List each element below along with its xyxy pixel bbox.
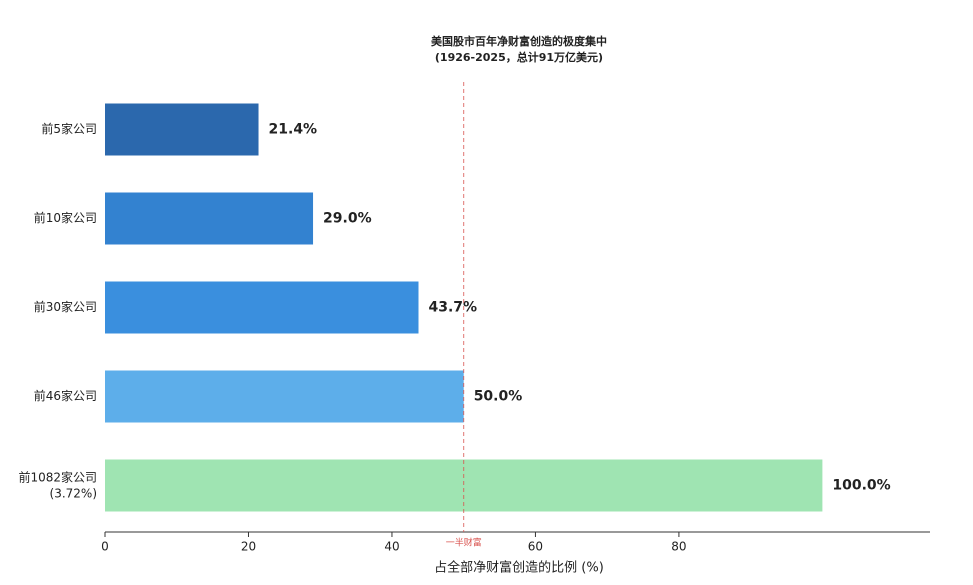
value-label: 50.0% bbox=[474, 389, 523, 405]
x-tick-label: 60 bbox=[528, 540, 543, 554]
value-label: 21.4% bbox=[269, 122, 318, 138]
y-tick-label: 前10家公司 bbox=[34, 210, 97, 225]
chart-subtitle: (1926-2025，总计91万亿美元) bbox=[435, 50, 603, 64]
y-tick-label-line: 前1082家公司 bbox=[18, 469, 97, 484]
x-tick-label: 80 bbox=[671, 540, 686, 554]
y-tick-label: 前5家公司 bbox=[41, 121, 97, 136]
y-tick-label: 前30家公司 bbox=[34, 299, 97, 314]
x-tick-label: 40 bbox=[384, 540, 399, 554]
y-tick-label-line: (3.72%) bbox=[50, 486, 97, 500]
reference-label: 一半财富 bbox=[446, 537, 482, 549]
value-label: 100.0% bbox=[832, 478, 890, 494]
bar bbox=[105, 103, 259, 156]
bar bbox=[105, 281, 419, 334]
value-label: 29.0% bbox=[323, 211, 372, 227]
bar bbox=[105, 192, 314, 245]
value-label: 43.7% bbox=[429, 300, 478, 316]
chart-title: 美国股市百年净财富创造的极度集中 bbox=[431, 34, 607, 48]
y-tick-label: 前1082家公司 (3.72%) bbox=[18, 469, 97, 500]
bar bbox=[105, 370, 464, 423]
x-tick-label: 20 bbox=[241, 540, 256, 554]
x-tick-label: 0 bbox=[101, 540, 109, 554]
y-tick-label: 前46家公司 bbox=[34, 388, 97, 403]
x-axis-title: 占全部净财富创造的比例 (%) bbox=[434, 560, 604, 576]
